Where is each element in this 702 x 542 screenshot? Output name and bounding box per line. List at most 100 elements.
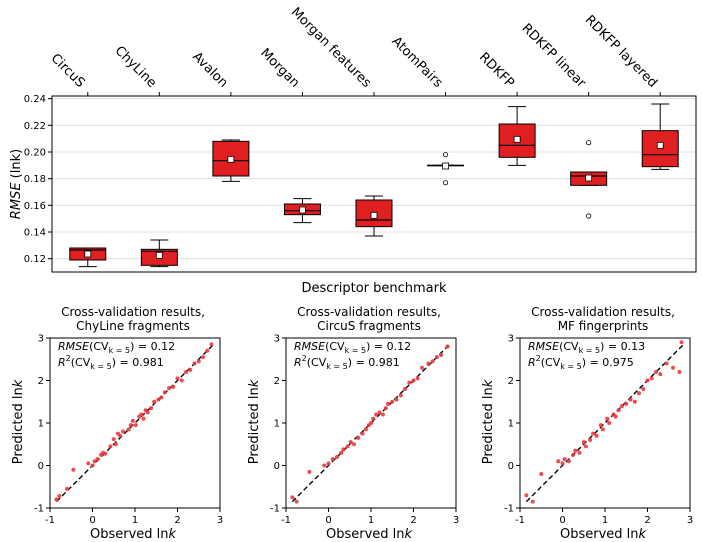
y-tick-label: 0 bbox=[508, 461, 514, 472]
y-tick-label: 0 bbox=[274, 461, 280, 472]
boxplot-chart: 0.12 0.14 0.16 0.18 0.20 0.22 0.24 CircuS ChyLi… bbox=[9, 5, 697, 296]
data-point bbox=[113, 442, 118, 447]
data-point bbox=[571, 452, 576, 457]
data-point bbox=[430, 359, 435, 364]
data-point bbox=[360, 431, 365, 436]
category-label: ChyLine bbox=[112, 43, 159, 90]
category-label: RDKFP layered bbox=[582, 13, 660, 91]
data-point bbox=[369, 421, 373, 425]
data-point bbox=[524, 493, 529, 498]
y-tick-label: 1 bbox=[274, 419, 280, 430]
data-point bbox=[171, 384, 176, 389]
y-tick-label: 1 bbox=[38, 419, 44, 430]
y-tick-label: -1 bbox=[504, 504, 514, 515]
x-tick-label: 2 bbox=[410, 515, 416, 526]
x-tick-label: 3 bbox=[687, 515, 693, 526]
data-point bbox=[326, 461, 331, 466]
data-point bbox=[352, 442, 356, 447]
data-point bbox=[588, 438, 593, 442]
mean-marker bbox=[656, 141, 664, 149]
boxplot-y-axis-label: RMSE (lnk) bbox=[9, 149, 24, 219]
data-point bbox=[121, 429, 126, 434]
data-point bbox=[371, 416, 376, 421]
x-tick-label: 2 bbox=[174, 515, 180, 526]
x-tick-label: 0 bbox=[325, 515, 331, 526]
data-point bbox=[649, 376, 654, 381]
data-point bbox=[581, 440, 586, 445]
mean-marker bbox=[299, 206, 306, 214]
data-point bbox=[434, 355, 439, 360]
data-point bbox=[196, 359, 201, 364]
data-point bbox=[307, 469, 312, 474]
x-tick-label: 0 bbox=[559, 515, 565, 526]
data-point bbox=[426, 361, 431, 366]
y-tick-label: 3 bbox=[274, 334, 280, 345]
data-point bbox=[348, 440, 353, 445]
boxplot-boxes bbox=[69, 103, 679, 268]
box-1 bbox=[69, 247, 107, 268]
boxplot-x-axis-label: Descriptor benchmark bbox=[301, 281, 447, 296]
box-8 bbox=[570, 140, 608, 219]
category-label: AtomPairs bbox=[389, 34, 446, 91]
data-point bbox=[594, 433, 599, 438]
data-point bbox=[411, 378, 416, 383]
data-point bbox=[111, 437, 116, 442]
category-label: RDKFP linear bbox=[519, 21, 589, 91]
mean-marker bbox=[155, 251, 163, 259]
r2-annotation: R2(CVk = 5) = 0.981 bbox=[58, 354, 164, 371]
scatter-title-line2: ChyLine fragments bbox=[76, 319, 190, 333]
data-point bbox=[54, 497, 59, 502]
data-point bbox=[184, 370, 188, 374]
data-point bbox=[130, 418, 135, 423]
x-tick-label: 1 bbox=[602, 515, 608, 526]
y-tick-label: 0.16 bbox=[24, 201, 46, 212]
identity-line bbox=[55, 343, 215, 503]
data-point bbox=[179, 378, 184, 383]
data-point bbox=[645, 378, 650, 383]
data-point bbox=[128, 423, 133, 428]
scatter-title-line2: CircuS fragments bbox=[317, 319, 421, 333]
data-point bbox=[566, 459, 571, 464]
y-tick-label: 0.20 bbox=[24, 148, 46, 159]
scatter-title-line1: Cross-validation results, bbox=[531, 305, 675, 319]
box-3 bbox=[212, 139, 250, 182]
y-tick-label: -1 bbox=[270, 504, 280, 515]
y-tick-label: 1 bbox=[508, 419, 514, 430]
box-9 bbox=[641, 103, 679, 170]
rmse-annotation: RMSE(CVk = 5) = 0.12 bbox=[294, 340, 411, 355]
data-point bbox=[133, 423, 138, 428]
data-point bbox=[201, 355, 205, 360]
rmse-annotation: RMSE(CVk = 5) = 0.13 bbox=[528, 340, 645, 355]
x-tick-label: 3 bbox=[217, 515, 223, 526]
data-point bbox=[658, 372, 663, 377]
boxplot-y-ticks: 0.12 0.14 0.16 0.18 0.20 0.22 0.24 bbox=[24, 94, 52, 265]
identity-line bbox=[291, 343, 451, 503]
y-tick-label: 2 bbox=[38, 376, 44, 387]
scatter-y-axis-label: Predicted lnk bbox=[11, 379, 26, 464]
data-point bbox=[671, 365, 675, 370]
data-point bbox=[539, 472, 544, 476]
data-point bbox=[65, 486, 69, 491]
data-point bbox=[607, 421, 612, 425]
data-point bbox=[383, 406, 388, 411]
y-tick-label: 0.14 bbox=[24, 228, 46, 239]
data-point bbox=[591, 431, 596, 436]
scatter-x-axis-label: Observed lnk bbox=[326, 527, 413, 542]
data-point bbox=[188, 367, 193, 372]
y-tick-label: 0.12 bbox=[24, 254, 46, 265]
data-point bbox=[341, 447, 346, 452]
data-point bbox=[530, 499, 535, 504]
x-tick-label: -1 bbox=[45, 515, 55, 526]
r2-annotation: R2(CVk = 5) = 0.981 bbox=[294, 354, 400, 371]
data-point bbox=[560, 461, 565, 466]
scatter-x-axis-label: Observed lnk bbox=[90, 527, 177, 542]
x-tick-label: -1 bbox=[515, 515, 525, 526]
data-point bbox=[294, 499, 299, 504]
data-point bbox=[620, 404, 624, 408]
data-point bbox=[641, 387, 646, 391]
data-point bbox=[386, 401, 390, 406]
identity-line bbox=[525, 343, 685, 503]
outlier-point bbox=[442, 152, 449, 158]
data-point bbox=[403, 387, 407, 391]
